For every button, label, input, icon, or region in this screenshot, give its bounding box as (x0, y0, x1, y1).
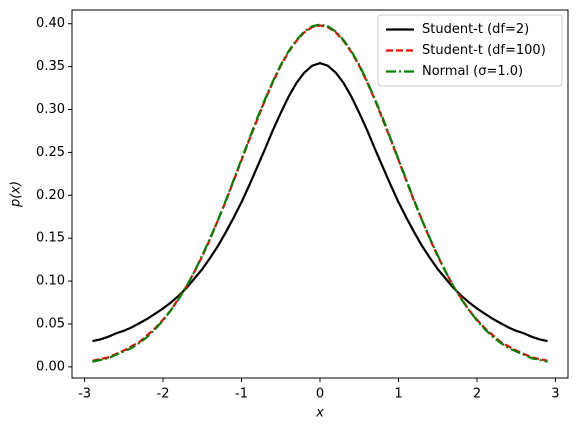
y-tick-label: 0.05 (36, 316, 65, 331)
x-tick-label: -1 (235, 387, 248, 402)
legend: Student-t (df=2) Student-t (df=100) Normal… (377, 14, 563, 87)
y-tick-label: 0.00 (36, 359, 65, 374)
x-tick-label: -2 (157, 387, 170, 402)
y-tick-label: 0.20 (36, 188, 65, 203)
line-series (92, 23, 548, 363)
y-axis-label: p(x) (9, 181, 24, 208)
x-tick-label: 1 (394, 387, 402, 402)
y-tick-label: 0.25 (36, 145, 65, 160)
y-tick-label: 0.10 (36, 274, 65, 289)
y-tick-label: 0.35 (36, 59, 65, 74)
legend-label: Normal (σ=1.0) (422, 64, 523, 79)
y-tick-label: 0.40 (36, 16, 65, 31)
y-tick-label: 0.15 (36, 231, 65, 246)
plot-frame (71, 9, 569, 379)
x-axis-label: x (315, 406, 324, 421)
x-tick-label: 2 (473, 387, 481, 402)
line-series (92, 62, 548, 343)
legend-label: Student-t (df=2) (422, 22, 529, 37)
y-tick-label: 0.30 (36, 102, 65, 117)
x-tick-label: -3 (78, 387, 91, 402)
x-tick-label: 0 (316, 387, 324, 402)
legend-label: Student-t (df=100) (422, 43, 546, 58)
legend-box (377, 14, 563, 87)
x-tick-label: 3 (551, 387, 559, 402)
